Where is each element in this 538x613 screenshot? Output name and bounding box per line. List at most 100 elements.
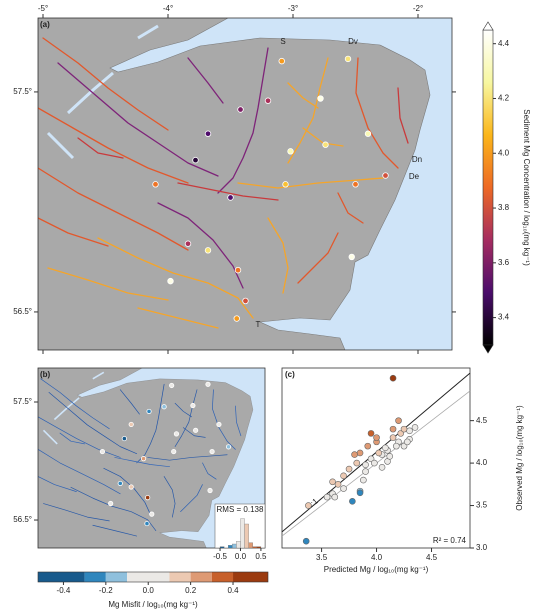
point: [371, 459, 378, 467]
site: [204, 247, 212, 254]
point: [362, 461, 369, 469]
colorbar-tick-label: -0.4: [57, 586, 71, 595]
point: [362, 468, 369, 475]
histogram-tick-label: -0.5: [213, 552, 227, 561]
site: [173, 431, 180, 437]
y-tick-label: 57.5°: [13, 397, 32, 406]
colorbar-tick-label: 0.4: [227, 586, 239, 595]
point: [395, 417, 402, 424]
histogram-bar: [228, 545, 233, 549]
histogram-bg: [214, 503, 266, 549]
site: [322, 141, 329, 148]
site: [382, 172, 389, 179]
point: [340, 472, 347, 480]
point: [364, 442, 372, 450]
colorbar-extend: [482, 344, 494, 354]
site: [121, 435, 127, 442]
site: [352, 181, 359, 188]
site: [171, 448, 177, 455]
colorbar-tick-label: 4.2: [498, 94, 510, 103]
site: [282, 181, 289, 188]
histogram-title: RMS = 0.138: [217, 505, 264, 514]
x-tick-label: -2°: [413, 4, 423, 13]
site: [237, 106, 244, 113]
colorbar-extend: [482, 21, 494, 31]
site-label: De: [409, 172, 420, 181]
point: [323, 493, 331, 501]
histogram-tick-label: 0.0: [235, 552, 247, 561]
site: [145, 494, 151, 501]
site: [152, 181, 159, 188]
map-frame: [37, 17, 453, 351]
site: [192, 156, 199, 164]
plot-bg: [281, 367, 471, 549]
site: [264, 97, 272, 104]
point: [378, 464, 386, 471]
histogram-bar: [244, 523, 249, 549]
point: [356, 489, 364, 497]
y-tick-label: 4.0: [476, 458, 488, 467]
point: [389, 425, 397, 433]
point: [382, 444, 389, 452]
point: [393, 442, 400, 450]
site: [209, 448, 215, 455]
point: [404, 438, 411, 446]
y-tick-label: 57.5°: [13, 87, 32, 96]
panel-label: (c): [285, 370, 295, 379]
x-tick-label: -4°: [163, 4, 173, 13]
histogram-bar: [256, 546, 262, 549]
site: [144, 520, 150, 527]
site: [344, 55, 352, 63]
histogram-bar: [248, 542, 253, 549]
point: [340, 485, 347, 492]
y-tick-label: 3.0: [476, 543, 488, 552]
colorbar-bin: [38, 572, 85, 582]
colorbar-label: Sediment Mg Concentration / log₁₀(mg kg⁻…: [522, 109, 531, 266]
site: [364, 130, 372, 137]
point: [345, 465, 353, 473]
point: [400, 425, 408, 433]
colorbar-bin: [211, 572, 234, 582]
y-axis-label: Observed Mg / log₁₀(mg kg⁻¹): [515, 405, 524, 511]
point: [367, 430, 375, 437]
site: [317, 95, 324, 102]
histogram-bar: [252, 546, 257, 549]
point: [351, 451, 358, 458]
histogram-bar: [219, 546, 225, 549]
site: [140, 456, 147, 462]
colorbar-bin: [105, 572, 128, 582]
site: [117, 480, 123, 487]
colorbar-bin: [233, 572, 268, 582]
site-label: Dn: [412, 155, 422, 164]
site: [99, 448, 106, 455]
x-tick-label: 3.5: [316, 553, 328, 562]
site: [278, 57, 285, 65]
colorbar-label: Mg Misfit / log₁₀(mg kg⁻¹): [108, 600, 198, 609]
site: [348, 253, 355, 261]
site: [242, 297, 249, 305]
site: [227, 194, 234, 201]
point: [305, 502, 312, 509]
point: [329, 478, 336, 486]
site: [205, 381, 211, 387]
site: [108, 500, 114, 507]
x-tick-label: -5°: [38, 4, 48, 13]
map-frame: [37, 367, 266, 549]
colorbar-tick-label: 3.8: [498, 203, 510, 212]
site-label: S: [280, 37, 285, 46]
site: [128, 484, 134, 490]
site: [216, 421, 222, 428]
colorbar-tick-label: 3.6: [498, 258, 510, 267]
histogram-tick-label: 0.5: [255, 552, 267, 561]
site: [204, 130, 212, 137]
y-tick-label: 56.5°: [13, 307, 32, 316]
site: [234, 266, 242, 274]
point: [375, 449, 383, 457]
panel-label: (b): [40, 370, 51, 379]
colorbar-tick-label: -0.2: [99, 586, 113, 595]
site: [287, 148, 294, 155]
x-tick-label: -3°: [288, 4, 298, 13]
histogram-bar: [232, 543, 237, 549]
site: [167, 277, 174, 285]
